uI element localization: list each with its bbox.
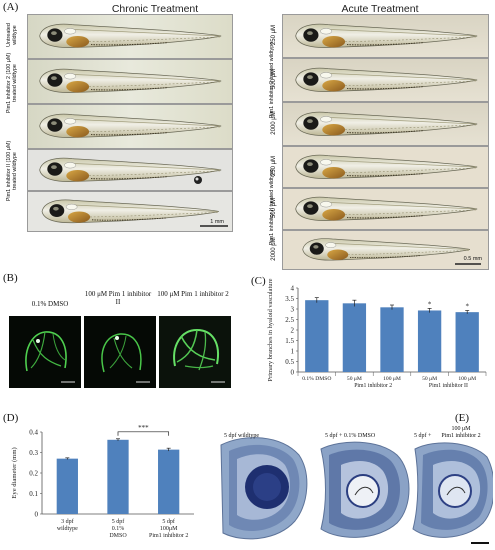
c-group-label: Pim1 inhibitor 2 xyxy=(354,383,392,389)
confocal-label-2: 100 μM Pim 1 inhibitor II xyxy=(84,290,152,306)
panel-a-letter: (A) xyxy=(3,1,19,13)
d-category-label: 5 dpf xyxy=(162,518,175,525)
c-ytick-label: 2 xyxy=(291,327,295,335)
chronic-title: Chronic Treatment xyxy=(111,3,199,15)
c-group-label: Pim1 inhibitor II xyxy=(429,383,468,389)
c-category-label: 50 μM xyxy=(347,376,362,382)
d-ylabel: Eye diameter (mm) xyxy=(11,447,18,498)
chronic-fish-4 xyxy=(27,149,233,191)
acute-fish-3 xyxy=(282,102,489,146)
d-category-label: Pim1 inhibitor 2 xyxy=(149,533,188,539)
acute-fish-4 xyxy=(282,146,489,188)
c-ytick-label: 4 xyxy=(291,285,295,293)
d-ytick-label: 0.1 xyxy=(29,490,38,498)
d-category-label: 100μM xyxy=(160,526,178,532)
acute-conc-6: 2000 μM xyxy=(271,237,277,261)
acute-conc-5: 500 μM xyxy=(271,197,277,219)
c-category-label: 100 μM xyxy=(458,376,476,382)
confocal-label-3: 100 μM Pim 1 inhibitor 2 xyxy=(157,290,229,298)
chronic-fish-1 xyxy=(27,14,233,59)
c-ytick-label: 1 xyxy=(291,348,295,356)
c-sig-star: * xyxy=(428,300,432,308)
d-category-label: wildtype xyxy=(57,526,78,532)
c-ylabel: Primary branches in hyaloid vasculature xyxy=(267,278,274,381)
acute-conc-4: 250 μM xyxy=(271,155,277,177)
d-category-label: 3 dpf xyxy=(61,518,74,525)
chronic-fish-5: 1 mm xyxy=(27,191,233,232)
acute-fish-1 xyxy=(282,14,489,58)
c-ytick-label: 0 xyxy=(291,369,295,377)
d-category-label: 0.1% xyxy=(112,526,125,532)
d-ytick-label: 0.2 xyxy=(29,470,38,478)
d-category-label: 5 dpf xyxy=(112,518,125,525)
histology-label-conc: 100 μM xyxy=(451,426,471,432)
d-ytick-label: 0 xyxy=(35,511,39,519)
histology-label-wildtype: 5 dpf wildtype xyxy=(224,433,259,439)
chronic-fish-2 xyxy=(27,59,233,104)
c-category-label: 100 μM xyxy=(383,376,401,382)
c-ytick-label: 1.5 xyxy=(285,337,294,345)
acute-conc-2: 500 μM xyxy=(271,68,277,90)
confocal-image-inhibitor-2 xyxy=(159,316,231,388)
c-category-label: 0.1% DMSO xyxy=(302,376,331,382)
chronic-fish-3 xyxy=(27,104,233,149)
d-bar xyxy=(107,439,129,514)
panel-d-letter: (D) xyxy=(3,412,19,424)
histology-label-inhibitor: Pim1 inhibitor 2 xyxy=(441,433,481,439)
histology-label-plus: 5 dpf + xyxy=(414,433,432,439)
c-ytick-label: 3.5 xyxy=(285,295,294,303)
c-bar xyxy=(417,310,442,372)
acute-scale-label: 0.5 mm xyxy=(463,256,482,262)
histology-images xyxy=(215,425,493,547)
confocal-image-dmso xyxy=(9,316,81,388)
c-sig-star: * xyxy=(465,302,469,310)
chart-c: 0 0.5 1 1.5 2 2.5 3 3.5 4 0.1% DMSO 50 μM 100 μM * 50… xyxy=(267,278,487,389)
acute-conc-1: 250 μM xyxy=(271,24,277,46)
chronic-scale-label: 1 mm xyxy=(210,219,224,225)
d-bar xyxy=(56,458,78,514)
histology-eye-dmso xyxy=(320,441,410,538)
histology-label-dmso: 5 dpf + 0.1% DMSO xyxy=(325,433,376,439)
c-category-label: 50 μM xyxy=(422,376,437,382)
histology-eye-wildtype xyxy=(220,437,308,540)
acute-conc-3: 2000 μM xyxy=(271,111,277,135)
confocal-image-inhibitor-ii xyxy=(84,316,156,388)
acute-title: Acute Treatment xyxy=(341,3,419,15)
label-pim1-inhibitor-2-chronic: Pim1 inhibitor 2 (100 μM) treated wildty… xyxy=(6,52,18,114)
panel-e-letter: (E) xyxy=(455,412,470,424)
d-ytick-label: 0.4 xyxy=(29,429,38,437)
acute-fish-6: 0.5 mm xyxy=(282,230,489,270)
d-category-label: DMSO xyxy=(109,533,127,539)
d-sig-stars: *** xyxy=(138,424,149,432)
d-bar xyxy=(158,449,180,514)
histology-eye-inhibitor-2 xyxy=(412,442,493,538)
acute-fish-2 xyxy=(282,58,489,102)
c-bar xyxy=(380,307,404,372)
c-bar xyxy=(305,300,329,372)
c-bar xyxy=(455,312,479,372)
d-sig-bracket xyxy=(117,431,170,436)
panel-b-letter: (B) xyxy=(3,272,18,284)
label-pim1-inhibitor-ii-chronic: Pim1 inhibitor II (100 μM) treated wildt… xyxy=(6,140,18,202)
panel-c-letter: (C) xyxy=(251,275,266,287)
acute-fish-5 xyxy=(282,188,489,230)
c-ytick-label: 0.5 xyxy=(285,358,294,366)
c-ytick-label: 3 xyxy=(291,306,295,314)
c-bar xyxy=(342,303,367,372)
d-ytick-label: 0.3 xyxy=(29,449,38,457)
confocal-label-1: 0.1% DMSO xyxy=(31,300,69,308)
c-ytick-label: 2.5 xyxy=(285,316,294,324)
